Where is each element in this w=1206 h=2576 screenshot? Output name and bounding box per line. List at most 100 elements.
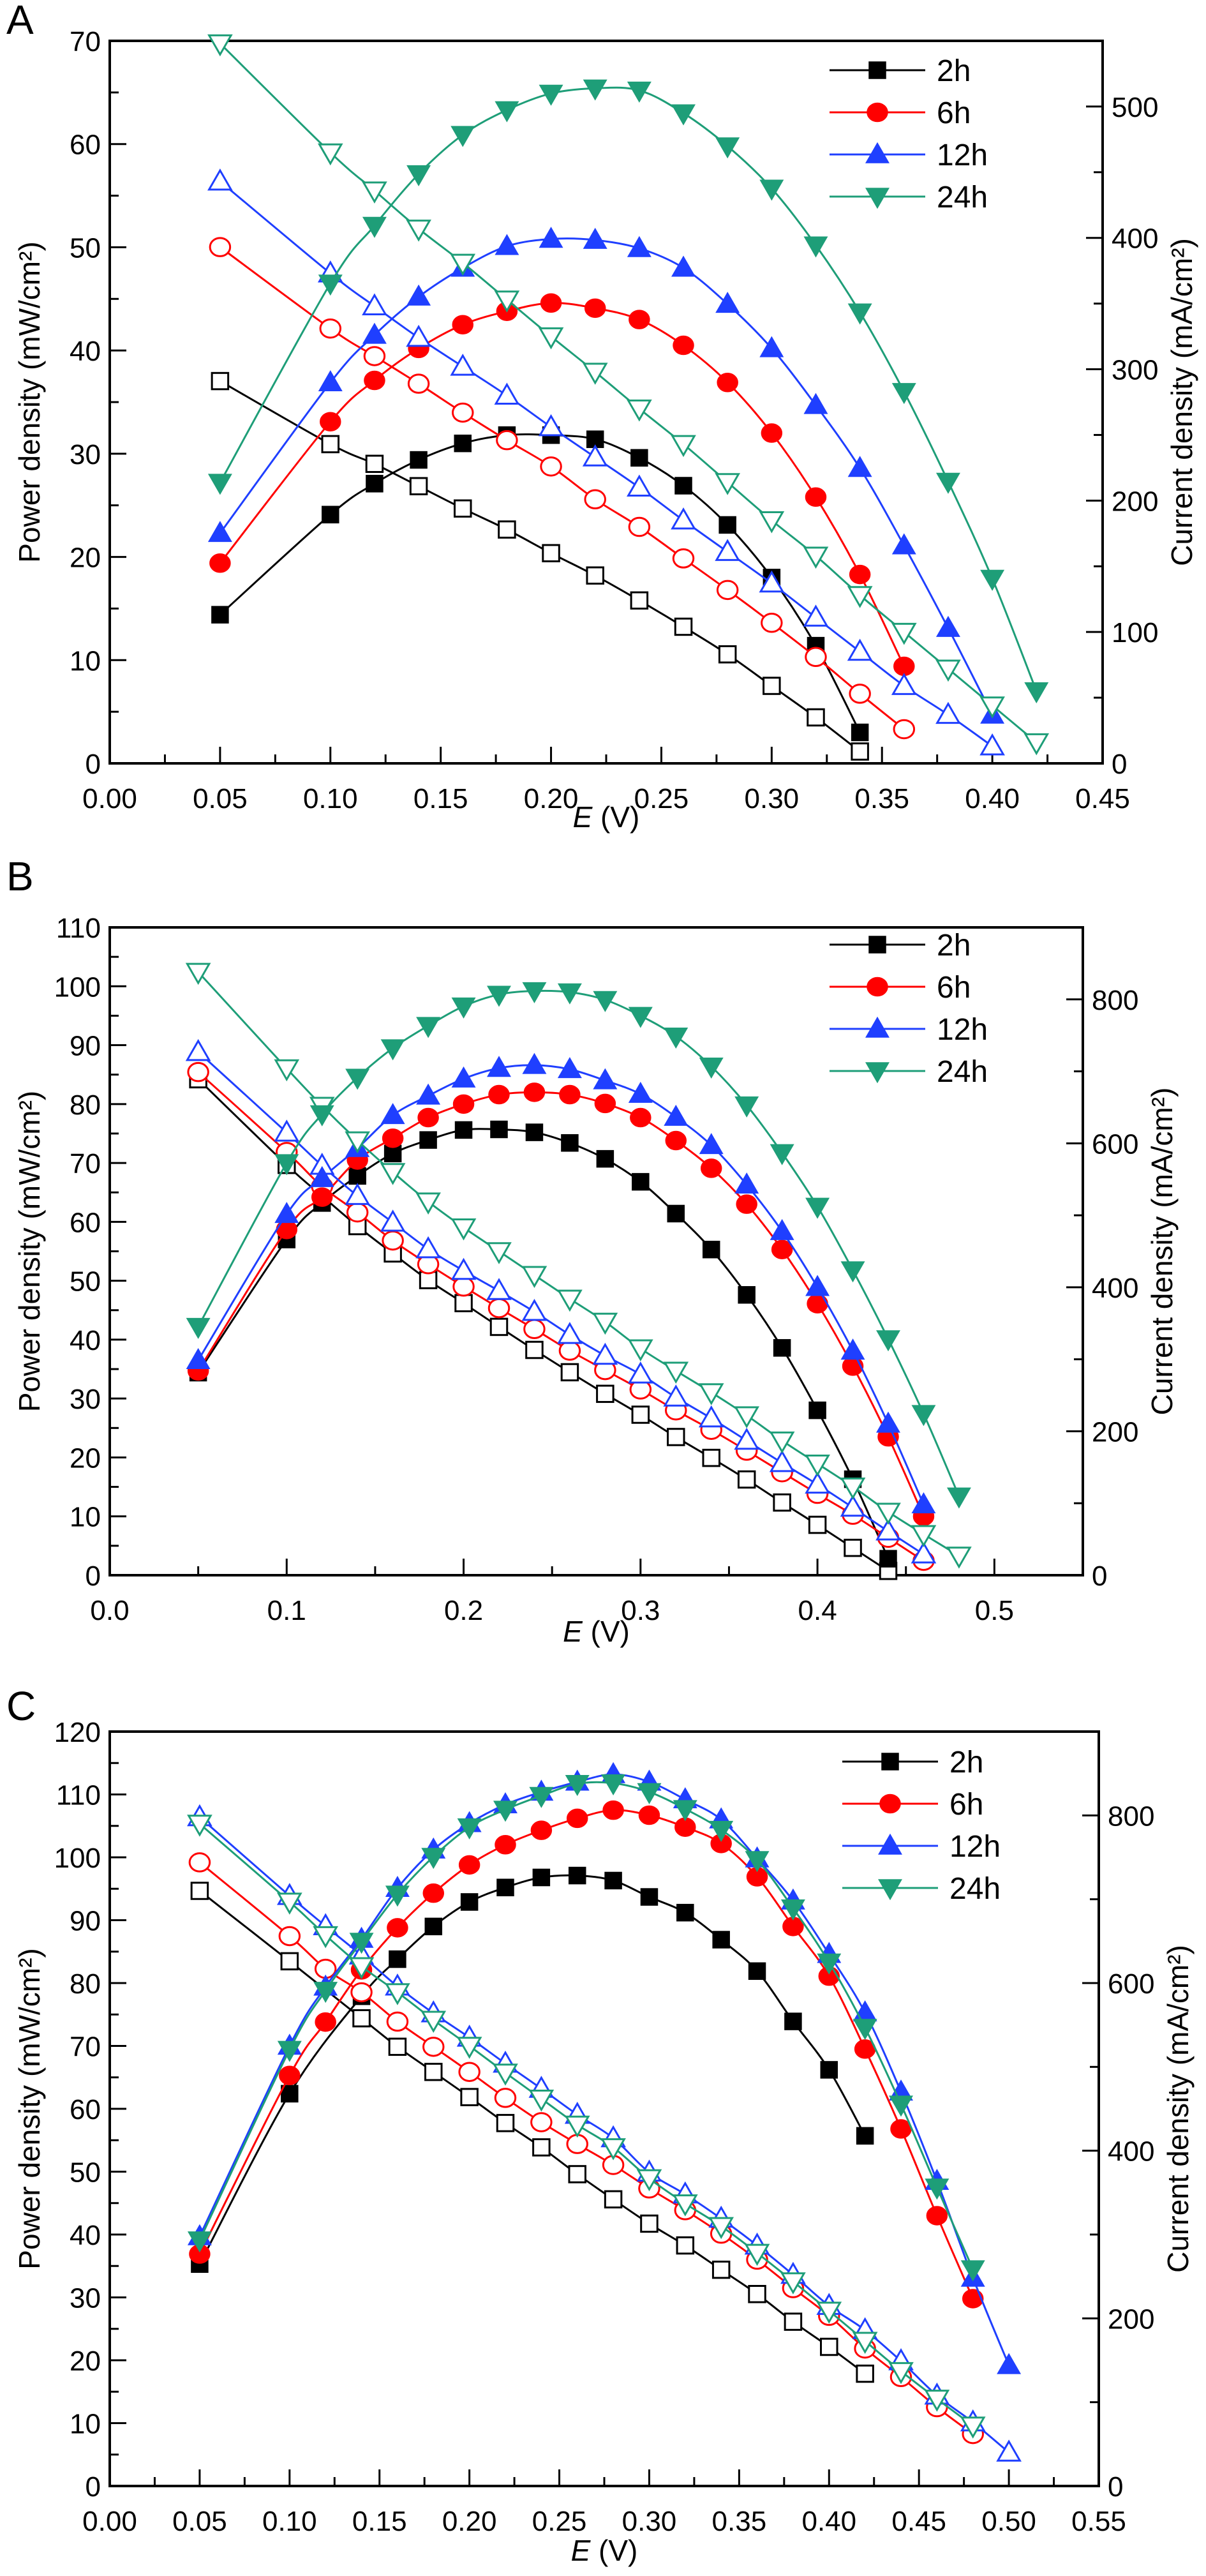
power-point-24h bbox=[557, 983, 582, 1005]
legend-marker bbox=[865, 142, 890, 163]
power-point-12h bbox=[715, 292, 740, 313]
current-point-12h bbox=[805, 1471, 830, 1494]
current-line-12h bbox=[198, 1816, 1010, 2453]
current-point-24h bbox=[600, 2138, 626, 2160]
power-point-24h bbox=[345, 1068, 370, 1090]
y-left-tick-label: 10 bbox=[70, 2409, 101, 2440]
power-point-24h bbox=[450, 126, 475, 147]
y-left-tick-label: 20 bbox=[70, 2346, 101, 2377]
power-point-12h bbox=[847, 456, 872, 477]
current-point-2h bbox=[674, 617, 693, 636]
power-line-6h bbox=[219, 302, 905, 667]
series-12h bbox=[185, 1038, 937, 1564]
current-point-2h bbox=[409, 477, 428, 495]
current-point-24h bbox=[557, 1289, 583, 1312]
current-point-24h bbox=[415, 1192, 441, 1215]
current-point-24h bbox=[698, 1383, 724, 1405]
power-point-2h bbox=[568, 1866, 586, 1885]
power-point-2h bbox=[879, 1550, 897, 1568]
power-point-6h bbox=[962, 2289, 984, 2309]
power-point-24h bbox=[671, 104, 696, 126]
current-point-6h bbox=[893, 719, 916, 740]
power-point-6h bbox=[540, 293, 562, 313]
current-point-12h bbox=[935, 701, 961, 724]
power-point-24h bbox=[803, 236, 828, 258]
series-6h bbox=[209, 237, 916, 740]
legend-label: 2h bbox=[949, 1746, 983, 1779]
current-point-2h bbox=[808, 1515, 827, 1534]
current-point-12h bbox=[521, 1298, 547, 1321]
power-point-24h bbox=[759, 179, 784, 201]
current-point-6h bbox=[488, 1298, 510, 1319]
power-point-24h bbox=[817, 1953, 842, 1975]
current-point-24h bbox=[816, 2302, 842, 2324]
power-point-6h bbox=[630, 1107, 651, 1128]
y-left-tick-label: 20 bbox=[70, 543, 101, 574]
power-point-6h bbox=[559, 1084, 581, 1105]
current-point-2h bbox=[454, 1294, 473, 1312]
current-point-2h bbox=[773, 1493, 791, 1512]
current-point-12h bbox=[803, 604, 829, 627]
chart-b: 0.0 0.1 0.2 0.3 0.4 0.5 E (V) 0 10 20 30 40 50 60 70 80… bbox=[13, 913, 1179, 1648]
current-point-6h bbox=[805, 647, 827, 668]
y-left-tick-label: 80 bbox=[70, 1090, 101, 1121]
power-point-24h bbox=[627, 81, 651, 103]
power-point-12h bbox=[891, 533, 916, 555]
power-point-24h bbox=[187, 2231, 212, 2253]
current-point-24h bbox=[946, 1546, 972, 1569]
power-point-6h bbox=[893, 656, 915, 677]
current-point-24h bbox=[276, 1892, 302, 1915]
power-point-12h bbox=[557, 1057, 582, 1079]
x-axis-symbol: E bbox=[571, 2534, 592, 2567]
current-point-24h bbox=[317, 143, 343, 166]
y-right-tick-label: 300 bbox=[1112, 355, 1158, 386]
current-point-24h bbox=[564, 2115, 590, 2138]
power-point-2h bbox=[525, 1123, 544, 1141]
current-point-24h bbox=[348, 1957, 375, 1979]
current-point-6h bbox=[350, 1982, 373, 2003]
current-point-6h bbox=[530, 2112, 553, 2132]
current-point-12h bbox=[759, 570, 785, 593]
power-point-2h bbox=[702, 1240, 720, 1259]
current-point-24h bbox=[185, 962, 211, 985]
current-point-2h bbox=[568, 2165, 586, 2183]
series-2h bbox=[189, 1070, 898, 1580]
legend-marker bbox=[865, 188, 890, 209]
power-point-2h bbox=[561, 1134, 579, 1152]
y-right-tick-label: 600 bbox=[1092, 1128, 1138, 1160]
y-left-tick-label: 70 bbox=[70, 26, 101, 57]
current-point-2h bbox=[856, 2364, 874, 2383]
power-point-24h bbox=[495, 101, 519, 123]
y-axis-right: 0 100 200 300 400 500 bbox=[1086, 92, 1158, 780]
current-point-24h bbox=[924, 2390, 950, 2412]
current-point-6h bbox=[278, 1926, 301, 1947]
series-6h bbox=[188, 1800, 984, 2445]
power-point-6h bbox=[276, 1220, 298, 1239]
power-point-6h bbox=[422, 1883, 445, 1903]
current-point-2h bbox=[630, 591, 649, 610]
power-point-6h bbox=[488, 1084, 510, 1105]
current-point-12h bbox=[769, 1449, 795, 1472]
current-point-6h bbox=[319, 318, 342, 339]
series-24h bbox=[187, 1774, 986, 2439]
legend-marker bbox=[867, 977, 888, 997]
power-point-2h bbox=[410, 451, 428, 469]
current-point-24h bbox=[313, 1926, 339, 1949]
power-point-24h bbox=[318, 274, 343, 296]
legend-marker bbox=[879, 1793, 901, 1814]
current-line-24h bbox=[219, 43, 1038, 744]
power-point-2h bbox=[281, 2085, 299, 2103]
current-point-12h bbox=[380, 1209, 406, 1232]
x-axis: 0.00 0.05 0.10 0.15 0.20 0.25 0.30 0.35 0.40 0.45 bbox=[82, 747, 1130, 814]
power-point-2h bbox=[808, 1401, 826, 1419]
current-point-24h bbox=[672, 2194, 698, 2217]
current-point-2h bbox=[737, 1470, 756, 1489]
series-2h bbox=[190, 1866, 874, 2383]
power-point-2h bbox=[424, 1917, 443, 1936]
current-point-6h bbox=[407, 373, 430, 394]
current-point-24h bbox=[636, 2169, 662, 2192]
current-point-12h bbox=[663, 1384, 689, 1407]
power-point-2h bbox=[640, 1888, 659, 1906]
current-point-2h bbox=[419, 1271, 438, 1289]
power-point-12h bbox=[911, 1492, 936, 1514]
